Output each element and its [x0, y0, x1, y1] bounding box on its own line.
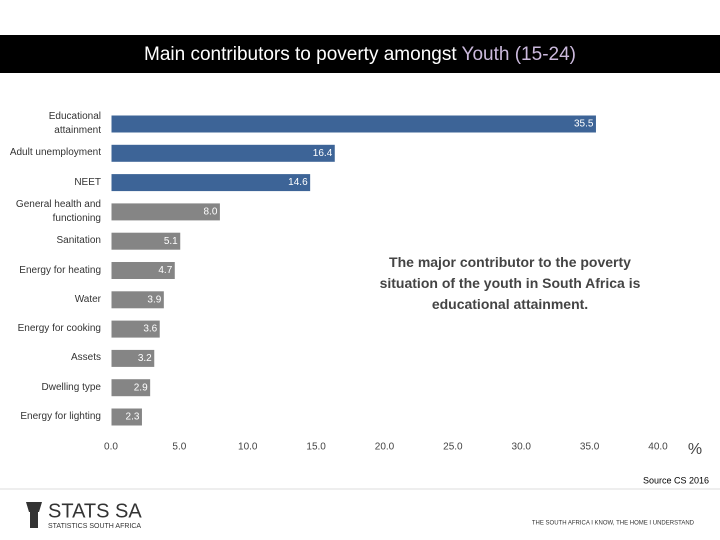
source: Source CS 2016 — [643, 475, 709, 485]
bar — [110, 114, 597, 134]
bar — [110, 173, 312, 193]
chart-title: Main contributors to poverty amongst You… — [144, 44, 576, 65]
bar — [110, 143, 336, 163]
logo: STATS SA — [48, 500, 142, 522]
y-tick-label: Energy for lighting — [20, 411, 101, 422]
x-axis-label: % — [688, 441, 702, 458]
annotation: The major contributor to the poverty sit… — [379, 254, 641, 312]
bar — [110, 261, 176, 280]
y-tick-label: Energy for cooking — [17, 323, 101, 335]
bar — [110, 378, 152, 398]
logo-icon — [26, 502, 42, 528]
y-tick-label: Adult unemployment — [9, 147, 101, 159]
title-band — [0, 35, 720, 73]
x-tick-label: 0.0 — [104, 442, 118, 453]
value-label: 5.1 — [164, 236, 178, 247]
tagline: THE SOUTH AFRICA I KNOW, THE HOME I UNDE… — [532, 521, 695, 527]
title-highlight: Youth (15-24) — [462, 44, 576, 65]
y-tick-label: General health and functioning — [15, 198, 101, 224]
bar — [110, 202, 221, 222]
logo-sub: STATISTICS SOUTH AFRICA — [48, 523, 141, 530]
value-label: 3.2 — [138, 353, 152, 364]
x-tick-label: 20.0 — [375, 442, 395, 453]
value-label: 2.3 — [126, 412, 140, 423]
y-tick-label: Sanitation — [56, 235, 101, 247]
x-tick-label: 25.0 — [443, 442, 463, 453]
value-label: 3.6 — [143, 324, 157, 335]
bar — [110, 348, 156, 368]
value-label: 14.6 — [288, 177, 308, 188]
bar — [110, 407, 143, 427]
bar — [110, 319, 161, 339]
x-tick-label: 10.0 — [238, 442, 258, 453]
y-tick-label: Dwelling type — [41, 381, 101, 393]
x-tick-label: 5.0 — [172, 442, 186, 453]
x-tick-label: 35.0 — [580, 442, 600, 453]
y-tick-label: NEET — [74, 176, 101, 188]
value-label: 4.7 — [158, 265, 172, 276]
title-main: Main contributors to poverty amongst — [144, 44, 457, 65]
x-tick-label: 15.0 — [306, 442, 326, 453]
y-tick-label: Assets — [70, 352, 101, 364]
value-label: 16.4 — [313, 148, 333, 159]
y-tick-label: Water — [74, 293, 101, 305]
y-tick-label: Energy for heating — [19, 264, 101, 276]
value-label: 2.9 — [134, 382, 148, 393]
y-tick-label: Educational attainment — [48, 111, 101, 136]
x-tick-label: 30.0 — [512, 442, 532, 453]
value-label: 35.5 — [574, 119, 594, 130]
bar — [110, 231, 182, 251]
bar — [110, 290, 165, 310]
x-tick-label: 40.0 — [648, 442, 668, 453]
value-label: 3.9 — [147, 294, 161, 305]
value-label: 8.0 — [203, 207, 217, 218]
